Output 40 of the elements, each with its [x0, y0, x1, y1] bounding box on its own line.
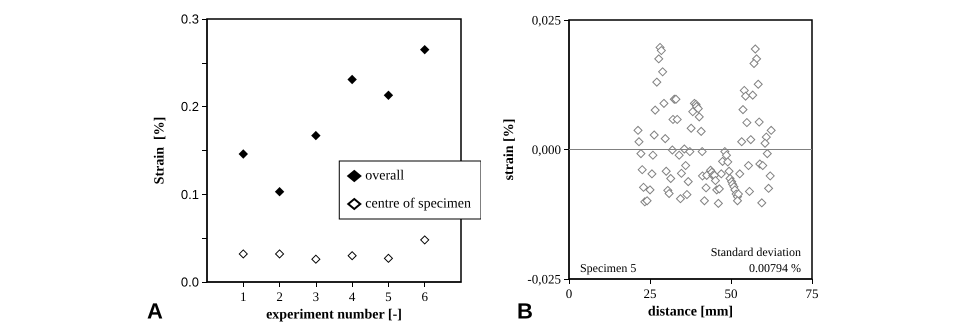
y-axis-title: Strain [%]	[152, 116, 168, 184]
y-tick-label: 0.1	[180, 186, 199, 202]
y-axis-title: strain [%]	[502, 118, 518, 180]
y-tick-label: 0.2	[180, 99, 199, 114]
x-tick-label: 50	[724, 286, 738, 301]
x-tick-label: 1	[240, 289, 247, 304]
y-tick-label: 0,025	[532, 12, 561, 28]
y-tick-label: 0.0	[180, 274, 199, 290]
x-tick-label: 25	[644, 286, 656, 301]
y-tick-label: -0,025	[527, 272, 561, 286]
point	[348, 74, 357, 84]
x-tick-label: 5	[385, 289, 392, 304]
annotation: Standard deviation	[710, 245, 801, 259]
y-tick-label: 0,000	[532, 142, 561, 157]
legend-label: centre of specimen	[365, 196, 472, 212]
point	[311, 131, 320, 140]
text: B	[517, 298, 533, 324]
point	[311, 254, 320, 264]
annotation: 0.00794 %	[749, 261, 801, 275]
x-axis-title: distance [mm]	[648, 304, 734, 320]
point	[384, 254, 393, 263]
legend-label: overall	[365, 168, 404, 184]
text: A	[147, 298, 163, 324]
point	[384, 90, 393, 100]
x-axis-title: experiment number [-]	[266, 308, 402, 322]
point	[238, 249, 248, 258]
x-tick-label: 75	[806, 286, 818, 301]
x-tick-label: 4	[348, 289, 356, 304]
x-tick-label: 3	[312, 289, 320, 304]
point	[420, 45, 430, 54]
point	[420, 235, 430, 244]
point	[348, 251, 357, 260]
x-tick-label: 2	[276, 289, 283, 304]
x-tick-label: 0	[566, 286, 572, 301]
annotation: Specimen 5	[580, 261, 636, 275]
point	[238, 150, 248, 159]
point	[275, 249, 284, 258]
y-tick-label: 0.3	[180, 12, 199, 26]
point	[275, 187, 284, 196]
x-tick-label: 6	[421, 289, 428, 304]
